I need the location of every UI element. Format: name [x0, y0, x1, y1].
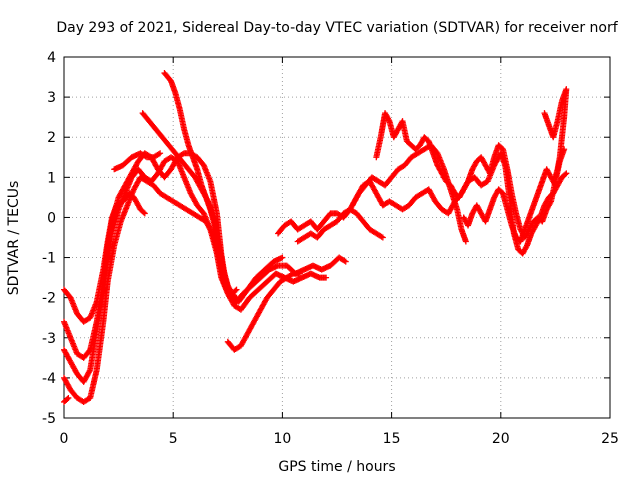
data-point [379, 234, 386, 241]
y-tick-label: 2 [47, 130, 56, 146]
x-axis-label: GPS time / hours [278, 459, 395, 475]
data-point [296, 270, 303, 277]
data-point [523, 243, 530, 250]
y-tick-label: -5 [42, 411, 56, 427]
data-point [563, 170, 570, 177]
y-tick-label: -1 [42, 251, 56, 267]
y-tick-label: -3 [42, 331, 56, 347]
x-tick-label: 20 [492, 431, 510, 447]
data-point [323, 274, 330, 281]
y-tick-label: 3 [47, 90, 56, 106]
y-tick-label: 1 [47, 170, 56, 186]
series-day-10 [275, 150, 570, 257]
data-point [140, 209, 147, 216]
data-point [462, 238, 469, 245]
data-point [464, 179, 471, 186]
data-point [233, 294, 240, 301]
y-tick-labels: -5 -4 -3 -2 -1 0 1 2 3 4 [42, 50, 56, 427]
data-point [547, 199, 554, 206]
x-tick-label: 10 [273, 431, 291, 447]
series-day-14 [460, 166, 559, 245]
data-points [61, 70, 570, 405]
data-point [141, 210, 148, 217]
data-point [157, 150, 164, 157]
plot-frame [63, 56, 611, 419]
x-tick-label: 25 [601, 431, 619, 447]
y-tick-label: -4 [42, 371, 56, 387]
data-point [342, 258, 349, 265]
data-point [232, 293, 239, 300]
y-tick-label: -2 [42, 291, 56, 307]
data-point [232, 287, 239, 294]
data-point [279, 254, 286, 261]
data-point [341, 257, 348, 264]
data-point [552, 174, 559, 181]
y-tick-label: 4 [47, 50, 56, 66]
series-day-9 [224, 270, 303, 353]
data-point [562, 171, 569, 178]
data-point [551, 181, 558, 188]
y-axis-label: SDTVAR / TECUs [6, 181, 22, 296]
data-point [65, 394, 72, 401]
chart-title: Day 293 of 2021, Sidereal Day-to-day VTE… [56, 20, 618, 36]
series-day-8 [161, 70, 240, 297]
series-day-5 [61, 394, 72, 405]
data-point [155, 151, 162, 158]
data-point [552, 182, 559, 189]
data-point [385, 116, 392, 123]
data-point [64, 395, 71, 402]
x-tick-label: 0 [60, 431, 69, 447]
x-tick-label: 5 [169, 431, 178, 447]
data-point [378, 233, 385, 240]
series-day-4 [61, 174, 349, 405]
series-day-11 [294, 206, 386, 245]
data-point [233, 286, 240, 293]
series-day-15 [541, 86, 570, 181]
series-day-6 [111, 150, 164, 173]
data-point [86, 368, 93, 375]
x-tick-label: 15 [383, 431, 401, 447]
y-tick-label: 0 [47, 210, 56, 226]
x-tick-labels: 0 5 10 15 20 25 [60, 431, 619, 447]
